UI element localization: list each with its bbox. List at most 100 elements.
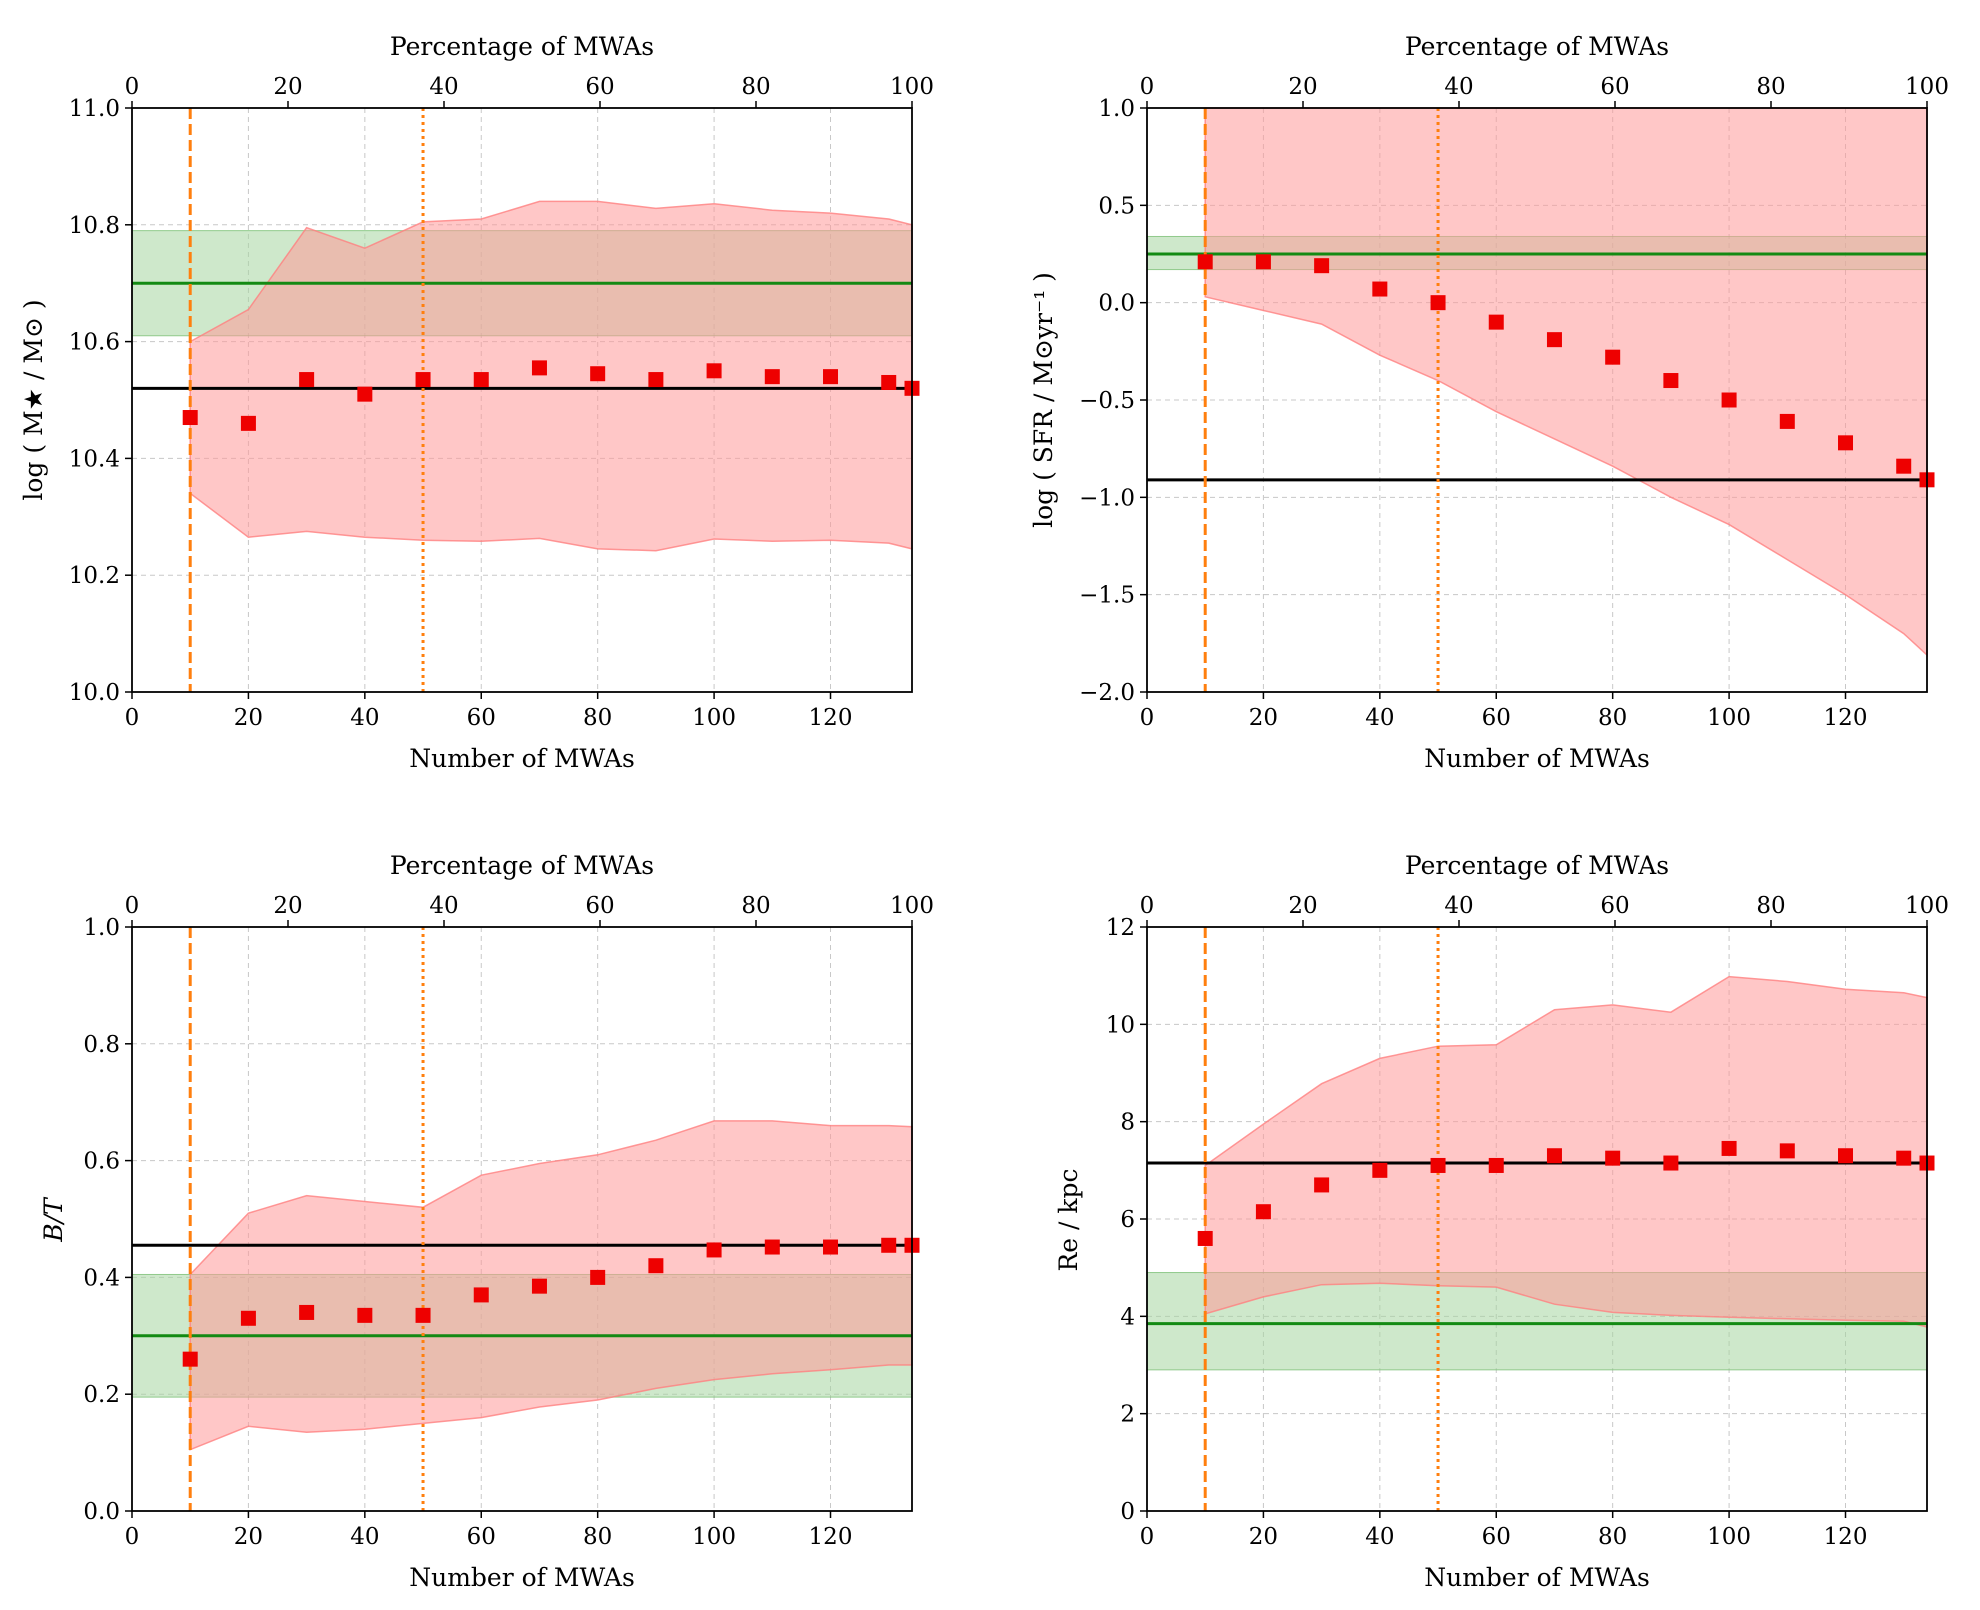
x-tick-label: 100: [692, 705, 736, 731]
data-point: [1722, 393, 1737, 408]
data-point: [532, 1279, 547, 1294]
y-tick-label: −2.0: [1079, 680, 1135, 706]
y-tick-label: 0.5: [1098, 193, 1135, 219]
x2-tick-label: 80: [741, 74, 770, 100]
x2-tick-label: 60: [1600, 893, 1629, 919]
x2-tick-label: 60: [585, 893, 614, 919]
data-point: [1431, 295, 1446, 310]
data-point: [1489, 1158, 1504, 1173]
x2-tick-label: 40: [1444, 74, 1473, 100]
y-axis-label: log ( SFR / M⊙yr⁻¹ ): [1029, 272, 1058, 528]
x2-axis-label: Percentage of MWAs: [390, 32, 654, 61]
y-tick-label: 1.0: [83, 915, 120, 941]
data-point: [474, 372, 489, 387]
data-point: [183, 1352, 198, 1367]
x2-axis-label: Percentage of MWAs: [390, 851, 654, 880]
x2-tick-label: 80: [1756, 893, 1785, 919]
x-tick-label: 0: [125, 1524, 140, 1550]
x2-tick-label: 100: [890, 74, 934, 100]
data-point: [1256, 254, 1271, 269]
x-axis-label: Number of MWAs: [409, 744, 635, 773]
data-point: [1605, 1151, 1620, 1166]
x-tick-label: 20: [1249, 1524, 1278, 1550]
figure: 0 20 40 60 80 100 1200 20 40 60 80 10010.010.210.41…: [0, 0, 1980, 1610]
y-tick-label: −0.5: [1079, 388, 1135, 414]
x2-tick-label: 40: [429, 74, 458, 100]
data-point: [1198, 1231, 1213, 1246]
data-point: [1431, 1158, 1446, 1173]
x2-tick-label: 60: [1600, 74, 1629, 100]
data-point: [1372, 282, 1387, 297]
x-axis-label: Number of MWAs: [1424, 1563, 1650, 1592]
data-point: [590, 1270, 605, 1285]
data-point: [1605, 350, 1620, 365]
x-axis-label: Number of MWAs: [1424, 744, 1650, 773]
x2-tick-label: 20: [1288, 74, 1317, 100]
data-point: [1780, 1143, 1795, 1158]
data-point: [241, 1311, 256, 1326]
spread-band: [190, 201, 912, 550]
x2-tick-label: 40: [1444, 893, 1473, 919]
y-tick-label: 11.0: [69, 96, 120, 122]
x-tick-label: 60: [1482, 1524, 1511, 1550]
data-point: [1489, 315, 1504, 330]
data-point: [823, 369, 838, 384]
panel-stellar-mass: 0 20 40 60 80 100 120 0 20 40 60 80 100 10.0 10.2 10.4 1…: [19, 32, 934, 773]
x-tick-label: 80: [583, 705, 612, 731]
x2-tick-label: 20: [273, 893, 302, 919]
x-tick-label: 120: [1824, 1524, 1868, 1550]
data-point: [765, 369, 780, 384]
data-point: [416, 372, 431, 387]
data-point: [590, 366, 605, 381]
x-tick-label: 0: [125, 705, 140, 731]
x2-tick-label: 40: [429, 893, 458, 919]
panel-effective-radius: 0 20 40 60 80 100 120 0 20 40 60 80 100 0 2 4 6 8 10 12 Num…: [1054, 851, 1949, 1592]
x-tick-label: 100: [1707, 705, 1751, 731]
x2-tick-label: 80: [1756, 74, 1785, 100]
data-point: [299, 1305, 314, 1320]
x2-tick-label: 100: [890, 893, 934, 919]
y-tick-label: 2: [1120, 1402, 1135, 1428]
x-tick-label: 60: [467, 1524, 496, 1550]
x-tick-label: 0: [1140, 1524, 1155, 1550]
x-tick-label: 20: [1249, 705, 1278, 731]
y-tick-label: 0.0: [1098, 291, 1135, 317]
data-point: [648, 372, 663, 387]
data-point: [1547, 1148, 1562, 1163]
data-point: [299, 372, 314, 387]
x2-tick-label: 60: [585, 74, 614, 100]
y-tick-label: 1.0: [1098, 96, 1135, 122]
data-point: [1722, 1141, 1737, 1156]
data-point: [1663, 1156, 1678, 1171]
data-point: [416, 1308, 431, 1323]
spread-band: [1205, 977, 1927, 1327]
x-tick-label: 40: [1365, 1524, 1394, 1550]
data-point: [648, 1258, 663, 1273]
x-tick-label: 40: [350, 705, 379, 731]
x-tick-label: 60: [1482, 705, 1511, 731]
x-tick-label: 40: [350, 1524, 379, 1550]
y-tick-label: 10.0: [69, 680, 120, 706]
y-tick-label: 0.2: [83, 1382, 120, 1408]
x-tick-label: 120: [809, 705, 853, 731]
y-axis-label: log ( M★ / M⊙ ): [19, 299, 48, 500]
x2-tick-label: 100: [1905, 74, 1949, 100]
y-axis-label: B/T: [39, 1196, 68, 1243]
x2-axis-label: Percentage of MWAs: [1405, 32, 1669, 61]
x-tick-label: 100: [1707, 1524, 1751, 1550]
data-point: [357, 1308, 372, 1323]
data-point: [474, 1287, 489, 1302]
data-point: [183, 410, 198, 425]
y-tick-label: 8: [1120, 1110, 1135, 1136]
x2-tick-label: 20: [1288, 893, 1317, 919]
x2-tick-label: 0: [1140, 74, 1155, 100]
data-point: [532, 360, 547, 375]
x2-axis-label: Percentage of MWAs: [1405, 851, 1669, 880]
data-point: [707, 1242, 722, 1257]
x2-tick-label: 0: [1140, 893, 1155, 919]
x-tick-label: 40: [1365, 705, 1394, 731]
x2-tick-label: 0: [125, 74, 140, 100]
x-tick-label: 20: [234, 705, 263, 731]
y-tick-label: 10: [1106, 1012, 1135, 1038]
data-point: [765, 1240, 780, 1255]
